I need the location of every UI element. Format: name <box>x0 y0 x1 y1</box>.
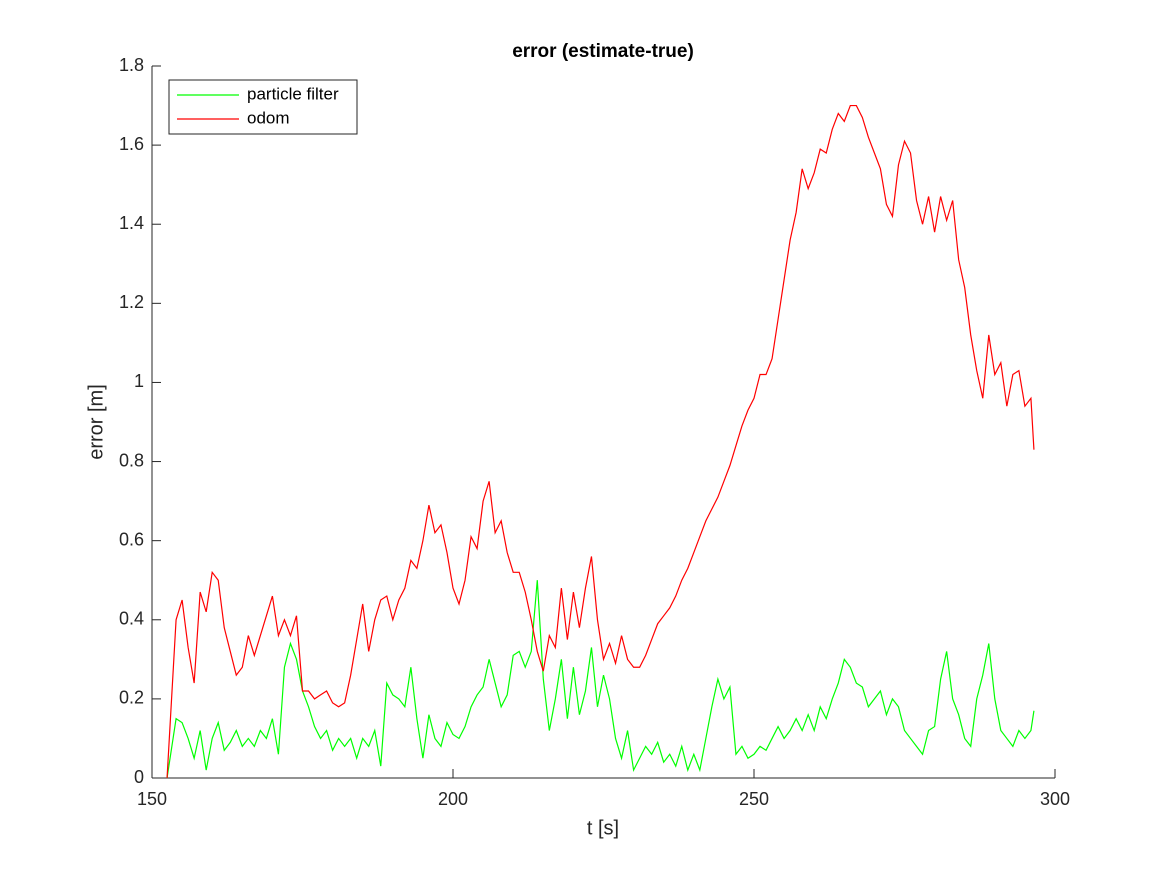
y-tick-label: 0.2 <box>119 688 144 708</box>
y-tick-label: 0.6 <box>119 529 144 549</box>
y-tick-label: 1.6 <box>119 134 144 154</box>
y-tick-label: 1 <box>134 371 144 391</box>
series-line <box>166 580 1035 779</box>
y-tick-label: 0 <box>134 767 144 787</box>
x-tick-label: 200 <box>438 789 468 809</box>
y-tick-label: 1.2 <box>119 292 144 312</box>
y-tick-label: 1.8 <box>119 55 144 75</box>
x-tick-label: 150 <box>137 789 167 809</box>
y-tick-label: 1.4 <box>119 213 144 233</box>
y-axis-label: error [m] <box>85 384 107 460</box>
x-tick-label: 250 <box>739 789 769 809</box>
legend-label: odom <box>247 108 290 127</box>
chart-title: error (estimate-true) <box>512 41 694 62</box>
y-tick-label: 0.4 <box>119 609 144 629</box>
y-tick-label: 0.8 <box>119 450 144 470</box>
legend-label: particle filter <box>247 84 339 103</box>
series-line <box>166 104 1035 779</box>
x-tick-label: 300 <box>1040 789 1070 809</box>
x-axis-label: t [s] <box>587 817 619 839</box>
legend-box <box>168 79 358 135</box>
